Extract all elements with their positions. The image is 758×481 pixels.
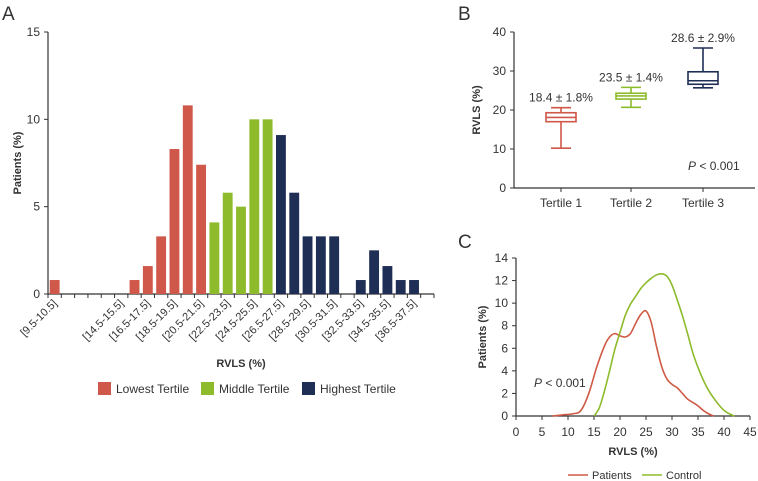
c-y-tick-label: 12 <box>495 274 509 288</box>
c-x-tick-label: 45 <box>743 425 757 439</box>
a-y-axis-label: Patients (%) <box>12 131 24 194</box>
a-bar-30 <box>315 236 326 294</box>
a-bar-29 <box>302 236 313 294</box>
c-y-tick-label: 10 <box>495 296 509 310</box>
c-series-line-control <box>593 272 735 417</box>
b-y-tick-label: 10 <box>493 142 507 156</box>
c-x-tick-label: 25 <box>639 425 653 439</box>
legend-label-control: Control <box>666 470 701 481</box>
b-y-tick-label: 0 <box>499 181 506 195</box>
c-series-line-patients <box>552 309 714 417</box>
legend-swatch-lowest <box>98 382 111 395</box>
b-x-tick-label: Tertile 3 <box>682 196 724 210</box>
c-x-axis-label: RVLS (%) <box>608 446 658 458</box>
b-x-tick-label: Tertile 2 <box>610 196 652 210</box>
a-bar-27 <box>276 135 286 294</box>
a-bar-21 <box>196 164 206 294</box>
panel-label-c: C <box>458 232 472 253</box>
a-x-axis-label: RVLS (%) <box>216 358 266 370</box>
a-bar-24 <box>236 206 246 294</box>
a-bar-25 <box>249 119 260 294</box>
b-box-annotation: 28.6 ± 2.9% <box>671 31 735 45</box>
b-box-group-3: 28.6 ± 2.9% Tertile 3 <box>671 31 735 210</box>
panel-c-density: 0 2 4 6 8 10 12 14 0 5 10 15 20 25 30 35 40 45 Patients … <box>477 251 757 481</box>
c-p-value: P < 0.001 <box>534 376 586 390</box>
c-y-tick-label: 2 <box>501 386 508 400</box>
c-x-tick-label: 10 <box>561 425 575 439</box>
a-y-tick-label: 10 <box>27 112 41 126</box>
c-y-axis-label: Patients (%) <box>477 305 489 368</box>
legend-label-highest: Highest Tertile <box>320 382 396 396</box>
a-bar-37 <box>409 280 419 294</box>
c-x-tick-label: 30 <box>665 425 679 439</box>
a-bar-36 <box>395 280 406 294</box>
b-y-tick-label: 20 <box>493 103 507 117</box>
a-bar-23 <box>222 192 233 294</box>
legend-label-middle: Middle Tertile <box>219 382 290 396</box>
b-p-value: P < 0.001 <box>688 159 740 173</box>
b-x-tick-label: Tertile 1 <box>540 196 582 210</box>
c-y-tick-label: 8 <box>501 319 508 333</box>
panel-label-b: B <box>458 4 471 25</box>
b-y-tick-label: 40 <box>493 25 507 39</box>
legend-label-patients: Patients <box>592 470 632 481</box>
a-legend: Lowest Tertile Middle Tertile Highest Te… <box>98 382 396 396</box>
a-y-tick-label: 0 <box>33 287 40 301</box>
a-bar-34 <box>369 250 380 294</box>
a-bar-22 <box>209 222 220 294</box>
b-box-annotation: 23.5 ± 1.4% <box>599 70 663 84</box>
a-bar-26 <box>262 119 273 294</box>
a-bar-16 <box>129 280 140 294</box>
b-box-group-2: 23.5 ± 1.4% Tertile 2 <box>599 70 663 210</box>
a-bar-33 <box>355 280 366 294</box>
a-bar-31 <box>329 236 340 294</box>
a-x-tick-label: [9.5-10.5] <box>18 298 59 339</box>
b-box-annotation: 18.4 ± 1.8% <box>529 91 593 105</box>
a-bar-17 <box>142 266 153 294</box>
b-box <box>687 70 719 86</box>
c-x-tick-label: 35 <box>691 425 705 439</box>
legend-label-lowest: Lowest Tertile <box>116 382 189 396</box>
c-x-tick-label: 40 <box>717 425 731 439</box>
c-x-tick-label: 5 <box>539 425 546 439</box>
a-y-tick-label: 15 <box>27 25 41 39</box>
c-y-tick-label: 0 <box>501 409 508 423</box>
c-x-tick-label: 20 <box>613 425 627 439</box>
a-y-tick-label: 5 <box>33 200 40 214</box>
c-x-tick-label: 0 <box>513 425 520 439</box>
panel-b-boxplot: 0 10 20 30 40 18.4 ± 1.8% Tertile 1 23.5 ± 1.4… <box>471 25 755 210</box>
c-y-tick-label: 6 <box>501 341 508 355</box>
a-bar-28 <box>289 192 300 294</box>
c-y-tick-label: 14 <box>495 251 509 265</box>
c-x-tick-label: 15 <box>587 425 601 439</box>
b-box-group-1: 18.4 ± 1.8% Tertile 1 <box>529 91 593 210</box>
a-bar-20 <box>182 105 193 294</box>
c-y-tick-label: 4 <box>501 364 508 378</box>
a-bar-35 <box>382 266 393 294</box>
a-bar-19 <box>169 149 180 294</box>
legend-swatch-highest <box>302 382 315 395</box>
panel-label-a: A <box>2 4 15 25</box>
legend-swatch-middle <box>201 382 214 395</box>
a-bar-18 <box>156 236 167 294</box>
b-y-tick-label: 30 <box>493 64 507 78</box>
b-y-axis-label: RVLS (%) <box>471 85 483 135</box>
c-legend: Patients Control <box>568 470 701 481</box>
a-bar-10 <box>49 280 60 294</box>
